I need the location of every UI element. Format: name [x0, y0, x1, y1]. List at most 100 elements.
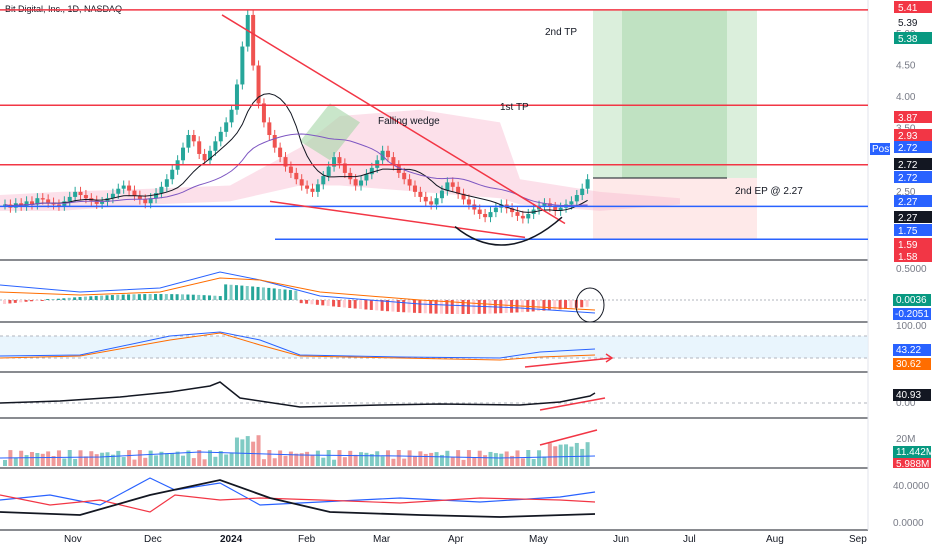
- y-tick-label: 2.50: [896, 187, 916, 198]
- price-label: 5.41: [894, 1, 932, 14]
- macd-histogram-bar: [229, 284, 233, 300]
- macd-histogram-bar: [218, 296, 222, 300]
- price-label-bg: [894, 32, 932, 44]
- candle-body: [116, 188, 121, 194]
- volume-bar: [359, 452, 364, 466]
- macd-histogram-bar: [326, 300, 330, 306]
- y-tick-label: 4.00: [896, 92, 916, 103]
- price-label: 2.27: [894, 195, 932, 208]
- macd-histogram-bar: [305, 300, 309, 304]
- volume-bar: [574, 442, 579, 466]
- volume-bar: [429, 452, 434, 466]
- price-label-bg: [894, 195, 932, 207]
- price-label: 1.75: [894, 224, 932, 237]
- macd-histogram-bar: [466, 300, 470, 314]
- macd-histogram-bar: [353, 300, 357, 309]
- macd-histogram-bar: [40, 300, 44, 301]
- macd-histogram-bar: [585, 300, 589, 307]
- macd-histogram-bar: [375, 300, 379, 311]
- volume-bar: [537, 450, 542, 466]
- price-label-text: 1.58: [898, 252, 918, 263]
- volume-bar: [364, 452, 369, 466]
- candle-body: [186, 135, 191, 148]
- stoch-k-line: [0, 331, 596, 359]
- volume-bar: [391, 458, 396, 466]
- macd-histogram-bar: [159, 294, 163, 300]
- macd-label-value: 0.0036: [896, 295, 927, 306]
- candle-body: [332, 157, 337, 167]
- volume-bar: [315, 450, 320, 466]
- x-tick-label: Nov: [64, 534, 82, 545]
- annotation-falling-wedge: Falling wedge: [378, 116, 440, 127]
- macd-histogram-bar: [359, 300, 363, 310]
- candle-body: [553, 207, 558, 211]
- indicator-label-bg: [893, 389, 931, 401]
- volume-bar: [369, 454, 374, 466]
- price-label-bg: [894, 224, 932, 236]
- macd-histogram-bar: [143, 294, 147, 300]
- candle-body: [261, 103, 266, 123]
- candle-body: [154, 193, 159, 199]
- candle-body: [229, 109, 234, 123]
- volume-bar: [348, 450, 353, 466]
- macd-histogram-bar: [100, 295, 104, 300]
- macd-histogram-bar: [348, 300, 352, 309]
- volume-bar: [547, 443, 552, 466]
- candle-body: [321, 176, 326, 185]
- candle-body: [170, 169, 175, 180]
- volume-bar: [67, 450, 72, 466]
- macd-histogram-bar: [423, 300, 427, 314]
- volume-ma-line: [0, 451, 596, 459]
- macd-histogram-bar: [197, 294, 201, 300]
- x-tick-label: 2024: [220, 534, 243, 545]
- macd-signal-line: [0, 277, 596, 311]
- macd-histogram-bar: [207, 295, 211, 300]
- volume-arrow: [539, 429, 598, 446]
- price-label: 5.39: [894, 16, 932, 29]
- macd-histogram-bar: [19, 300, 23, 303]
- x-tick-label: Dec: [144, 534, 162, 545]
- candle-body: [288, 166, 293, 173]
- candle-body: [19, 203, 24, 206]
- macd-histogram-bar: [148, 294, 152, 300]
- candle-body: [305, 185, 310, 189]
- macd-label-bg2: [893, 308, 931, 320]
- volume-bar: [78, 450, 83, 466]
- volume-bar: [191, 458, 196, 466]
- volume-bar: [580, 448, 585, 466]
- candle-body: [56, 204, 61, 206]
- volume-bar: [305, 451, 310, 466]
- macd-label-bg: [893, 294, 931, 306]
- candle-body: [94, 200, 99, 204]
- volume-bar: [472, 457, 477, 466]
- stoch-label-bg2: [893, 358, 931, 370]
- candle-body: [29, 201, 34, 205]
- price-label: 2.72: [894, 158, 932, 171]
- volume-bar: [380, 456, 385, 466]
- volume-bar: [386, 450, 391, 466]
- volume-bar: [445, 450, 450, 466]
- candle-body: [493, 207, 498, 213]
- macd-histogram-bar: [542, 300, 546, 311]
- volume-bar: [456, 450, 461, 466]
- macd-histogram-bar: [8, 300, 12, 304]
- macd-histogram-bar: [13, 300, 17, 303]
- volume-bar: [159, 451, 164, 466]
- x-tick-label: Jun: [613, 534, 629, 545]
- volume-bar: [326, 450, 331, 466]
- candle-body: [348, 172, 353, 180]
- volume-bar: [127, 450, 132, 466]
- candle-body: [202, 153, 207, 161]
- dmi-label-zero: 0.0000: [893, 518, 924, 529]
- candle-body: [574, 195, 579, 202]
- wedge-upper-line: [221, 14, 566, 225]
- volume-bar: [515, 450, 520, 466]
- volume-bar: [35, 453, 40, 466]
- volume-bar: [154, 455, 159, 466]
- volume-label-bg: [893, 446, 931, 458]
- candle-body: [434, 198, 439, 205]
- candle-body: [585, 179, 590, 189]
- indicator-value: 40.93: [896, 390, 921, 401]
- volume-bar: [402, 458, 407, 466]
